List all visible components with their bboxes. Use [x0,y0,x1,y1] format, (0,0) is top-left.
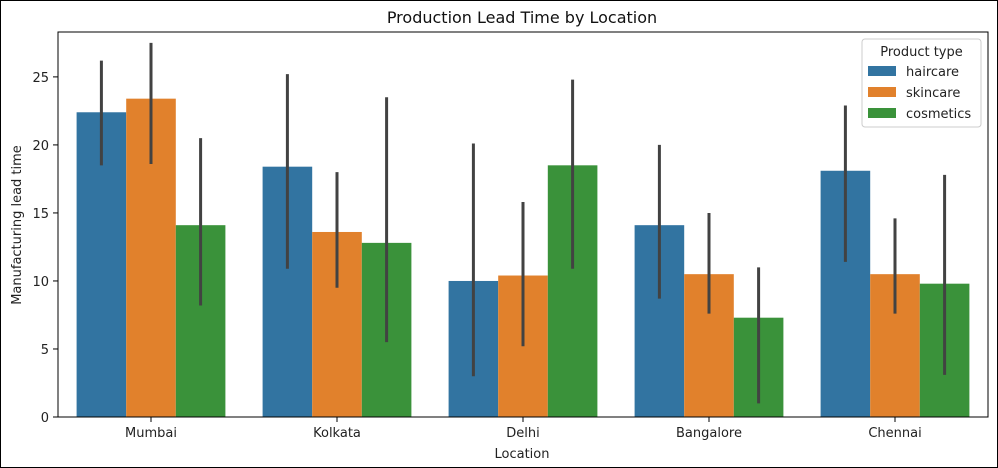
y-axis-title: Manufacturing lead time [10,145,25,305]
x-tick-label-delhi: Delhi [506,426,539,441]
y-tick-label: 25 [32,71,49,86]
y-tick-label: 15 [32,207,49,222]
x-axis-title: Location [495,447,550,462]
x-tick-label-mumbai: Mumbai [125,426,177,441]
legend-label-haircare: haircare [906,65,959,80]
y-tick-label: 0 [41,411,49,426]
legend-label-skincare: skincare [906,86,960,101]
x-tick-label-kolkata: Kolkata [313,426,361,441]
legend-swatch-cosmetics [868,108,896,118]
legend-title: Product type [880,45,963,60]
legend-swatch-haircare [868,66,896,76]
chart-title: Production Lead Time by Location [387,8,657,27]
axes-layer: 0 5 10 15 20 25 Mumbai Kolkata Delhi Bangalore Che… [32,31,989,441]
x-tick-label-chennai: Chennai [868,426,921,441]
legend-box [861,38,982,128]
legend-label-cosmetics: cosmetics [906,107,971,122]
y-tick-label: 5 [41,343,49,358]
error-bars-layer [99,42,947,404]
y-tick-label: 20 [32,139,49,154]
legend-swatch-skincare [868,87,896,97]
x-tick-label-bangalore: Bangalore [676,426,742,441]
y-tick-label: 10 [32,275,49,290]
legend: Product type haircare skincare cosmetics [861,38,982,128]
